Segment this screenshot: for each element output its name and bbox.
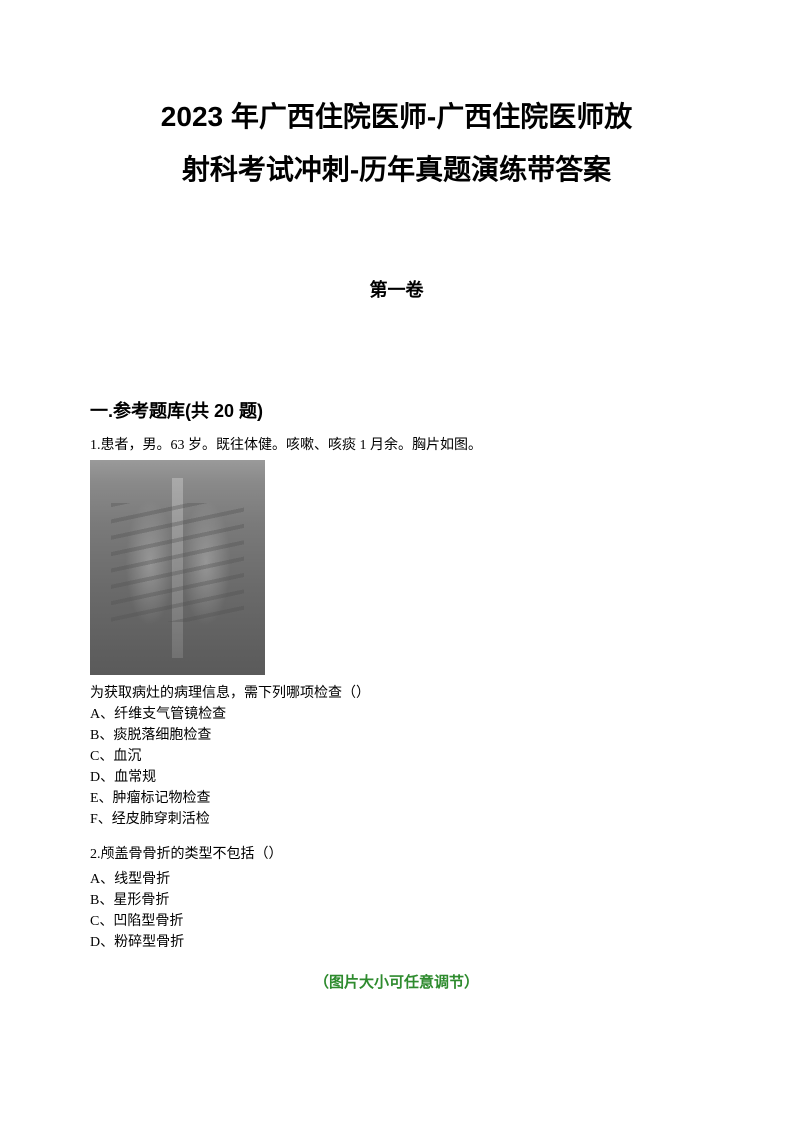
question-2: 2.颅盖骨骨折的类型不包括（） A、线型骨折 B、星形骨折 C、凹陷型骨折 D、…: [90, 844, 703, 953]
question-number: 2.: [90, 847, 101, 862]
question-2-option-c: C、凹陷型骨折: [90, 911, 703, 932]
xray-spine: [172, 478, 183, 659]
question-1: 1.患者，男。63 岁。既往体健。咳嗽、咳痰 1 月余。胸片如图。 为获取病灶的…: [90, 435, 703, 830]
question-text: 颅盖骨骨折的类型不包括（）: [101, 847, 283, 862]
question-1-option-d: D、血常规: [90, 767, 703, 788]
question-1-option-e: E、肿瘤标记物检查: [90, 788, 703, 809]
question-1-followup: 为获取病灶的病理信息，需下列哪项检查（）: [90, 683, 703, 704]
question-1-option-c: C、血沉: [90, 746, 703, 767]
question-1-stem: 1.患者，男。63 岁。既往体健。咳嗽、咳痰 1 月余。胸片如图。: [90, 435, 703, 456]
chest-xray-image: [90, 460, 265, 675]
question-2-option-b: B、星形骨折: [90, 890, 703, 911]
question-1-option-a: A、纤维支气管镜检查: [90, 704, 703, 725]
question-1-option-b: B、痰脱落细胞检查: [90, 725, 703, 746]
question-number: 1.: [90, 438, 101, 453]
question-2-stem: 2.颅盖骨骨折的类型不包括（）: [90, 844, 703, 865]
title-line-1: 2023 年广西住院医师-广西住院医师放: [90, 90, 703, 143]
section-heading: 一.参考题库(共 20 题): [90, 397, 703, 423]
title-line-2: 射科考试冲刺-历年真题演练带答案: [90, 143, 703, 196]
question-2-option-d: D、粉碎型骨折: [90, 932, 703, 953]
document-title: 2023 年广西住院医师-广西住院医师放 射科考试冲刺-历年真题演练带答案: [90, 90, 703, 196]
question-2-option-a: A、线型骨折: [90, 869, 703, 890]
question-text: 患者，男。63 岁。既往体健。咳嗽、咳痰 1 月余。胸片如图。: [101, 438, 483, 453]
footer-note: （图片大小可任意调节）: [90, 971, 703, 992]
question-1-option-f: F、经皮肺穿刺活检: [90, 809, 703, 830]
volume-subtitle: 第一卷: [90, 276, 703, 302]
